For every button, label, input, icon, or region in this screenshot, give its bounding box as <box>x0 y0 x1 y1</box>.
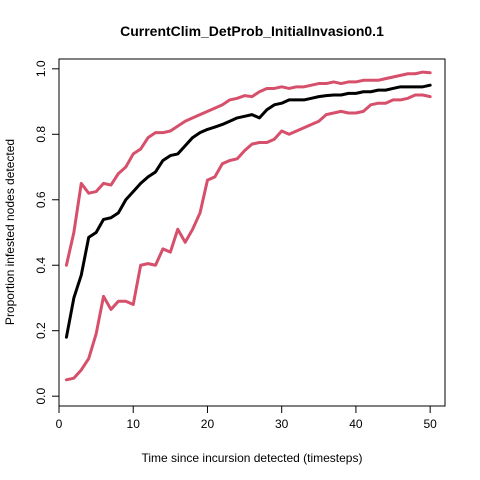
y-axis-label: Proportion infested nodes detected <box>3 139 17 325</box>
x-axis: 0 10 20 30 40 50 <box>56 405 437 431</box>
upper-bound-series <box>64 70 432 267</box>
mean-series <box>64 83 432 339</box>
y-axis: 0.0 0.2 0.4 0.6 0.8 1.0 <box>34 60 60 405</box>
series-group <box>64 70 432 382</box>
plot-frame <box>58 58 446 407</box>
x-tick-label: 50 <box>423 417 437 431</box>
x-tick-label: 40 <box>349 417 363 431</box>
y-tick-label: 0.6 <box>34 191 48 208</box>
x-tick-label: 30 <box>275 417 289 431</box>
y-tick-label: 0.2 <box>34 322 48 339</box>
chart-title: CurrentClim_DetProb_InitialInvasion0.1 <box>120 23 384 39</box>
x-tick-label: 20 <box>201 417 215 431</box>
x-tick-label: 0 <box>56 417 63 431</box>
x-tick-label: 10 <box>127 417 141 431</box>
lower-bound-series <box>64 93 432 382</box>
y-tick-label: 0.0 <box>34 388 48 405</box>
x-axis-label: Time since incursion detected (timesteps… <box>142 451 363 465</box>
y-tick-label: 1.0 <box>34 60 48 77</box>
y-tick-label: 0.8 <box>34 126 48 143</box>
y-tick-label: 0.4 <box>34 257 48 274</box>
